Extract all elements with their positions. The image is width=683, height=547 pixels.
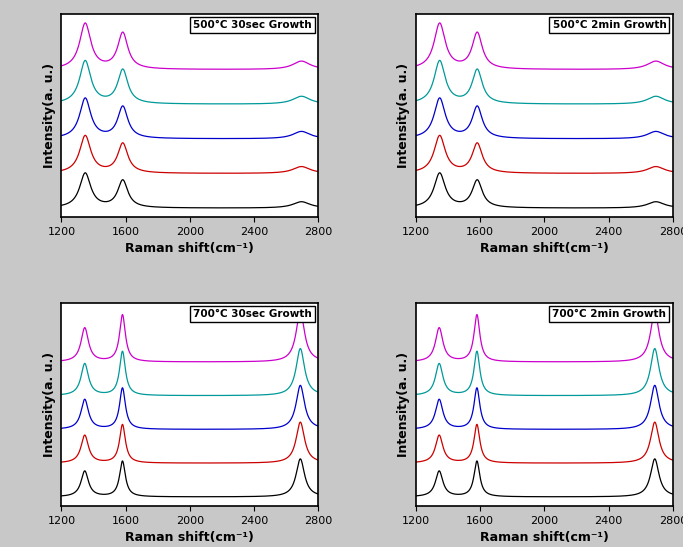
Y-axis label: Intensity(a. u.): Intensity(a. u.)	[398, 352, 410, 457]
Text: 500°C 2min Growth: 500°C 2min Growth	[553, 20, 667, 30]
Text: 500°C 30sec Growth: 500°C 30sec Growth	[193, 20, 312, 30]
X-axis label: Raman shift(cm⁻¹): Raman shift(cm⁻¹)	[480, 242, 609, 255]
Y-axis label: Intensity(a. u.): Intensity(a. u.)	[43, 63, 56, 168]
Y-axis label: Intensity(a. u.): Intensity(a. u.)	[398, 63, 410, 168]
X-axis label: Raman shift(cm⁻¹): Raman shift(cm⁻¹)	[480, 531, 609, 544]
X-axis label: Raman shift(cm⁻¹): Raman shift(cm⁻¹)	[126, 242, 254, 255]
Y-axis label: Intensity(a. u.): Intensity(a. u.)	[43, 352, 56, 457]
Text: 700°C 2min Growth: 700°C 2min Growth	[553, 309, 667, 319]
X-axis label: Raman shift(cm⁻¹): Raman shift(cm⁻¹)	[126, 531, 254, 544]
Text: 700°C 30sec Growth: 700°C 30sec Growth	[193, 309, 312, 319]
